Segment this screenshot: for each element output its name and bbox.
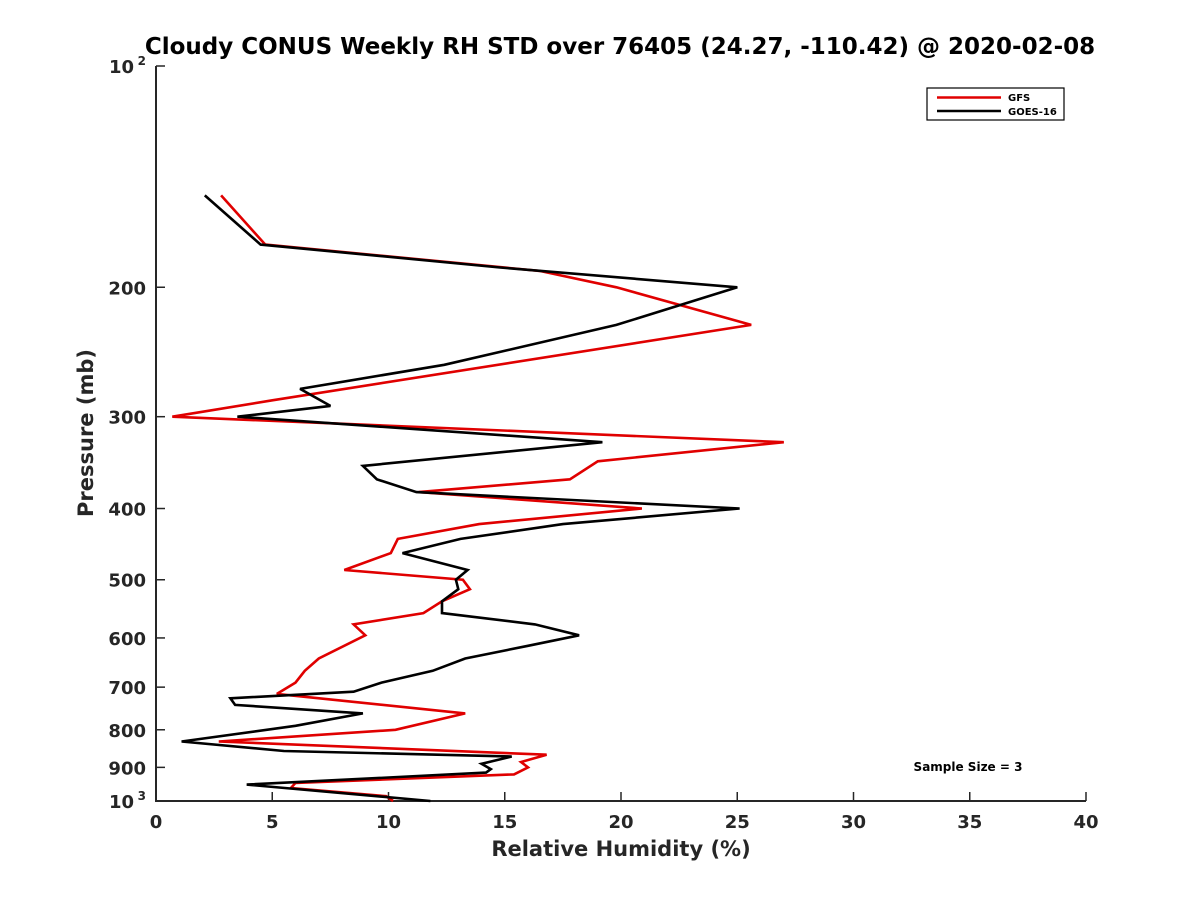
- y-tick-label: 500: [108, 571, 146, 592]
- x-tick-label: 20: [608, 812, 633, 833]
- x-tick-label: 5: [266, 812, 279, 833]
- x-tick-label: 40: [1073, 812, 1098, 833]
- x-tick-label: 0: [150, 812, 163, 833]
- y-tick-exponent: 2: [138, 54, 146, 68]
- x-tick-label: 25: [725, 812, 750, 833]
- series-line-goes-16: [181, 194, 740, 803]
- y-axis-ticks: 10 2 200 300 400 500 600 700 800 900 10 3: [108, 54, 165, 813]
- y-tick-label: 200: [108, 278, 146, 299]
- y-tick-label: 700: [108, 678, 146, 699]
- y-tick-exponent: 3: [138, 789, 146, 803]
- y-axis-label: Pressure (mb): [74, 349, 98, 517]
- x-tick-label: 35: [957, 812, 982, 833]
- legend-label-gfs: GFS: [1008, 93, 1030, 104]
- y-tick-label: 400: [108, 500, 146, 521]
- legend-label-goes-16: GOES-16: [1008, 107, 1057, 118]
- y-tick-base: 10: [109, 792, 134, 813]
- y-tick-label: 10: [109, 792, 134, 813]
- chart-title: Cloudy CONUS Weekly RH STD over 76405 (2…: [145, 34, 1095, 60]
- y-tick-label: 900: [108, 758, 146, 779]
- y-tick-label: 10: [109, 57, 134, 78]
- x-tick-label: 10: [376, 812, 401, 833]
- sample-size-annotation: Sample Size = 3: [914, 760, 1023, 774]
- legend-box: [926, 87, 1065, 121]
- y-tick-label: 300: [108, 408, 146, 429]
- legend: GFS GOES-16: [926, 87, 1065, 121]
- y-tick-label: 800: [108, 721, 146, 742]
- x-tick-label: 30: [841, 812, 866, 833]
- y-tick-base: 10: [109, 57, 134, 78]
- x-tick-label: 15: [492, 812, 517, 833]
- plot-area: 0 5 10 15 20 25 30 35 40 10 2 200 300 400 500 600 700 80…: [108, 54, 1098, 833]
- x-axis-label: Relative Humidity (%): [491, 837, 750, 861]
- series-layer: [172, 194, 784, 803]
- y-tick-label: 600: [108, 629, 146, 650]
- x-axis-ticks: 0 5 10 15 20 25 30 35 40: [150, 792, 1099, 833]
